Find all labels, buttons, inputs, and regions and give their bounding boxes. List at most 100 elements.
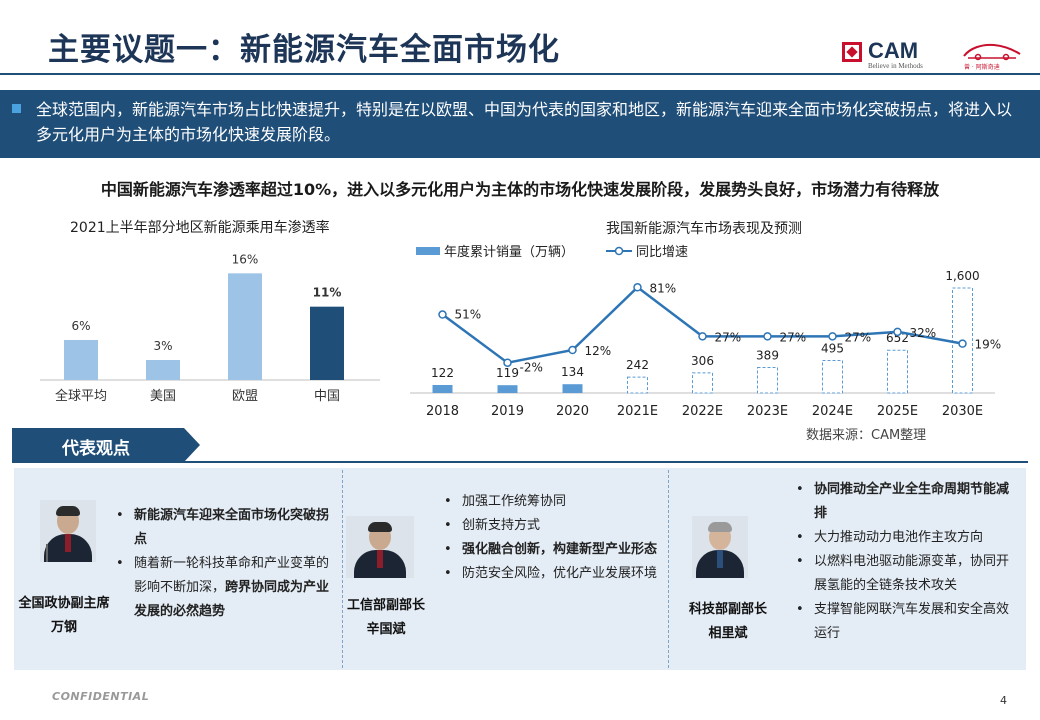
opinion-point: 随着新一轮科技革命和产业变革的影响不断加深，跨界协同成为产业发展的必然趋势 (112, 552, 334, 624)
opinion-point: 加强工作统筹协同 (440, 490, 664, 514)
bar-value-label: 11% (313, 286, 342, 300)
opinion-point-text: 支撑智能网联汽车发展和安全高效运行 (814, 602, 1010, 641)
x-tick-label: 2022E (682, 404, 723, 419)
opinion-point-text: 创新支持方式 (462, 518, 541, 533)
legend-bar-label: 年度累计销量（万辆） (444, 244, 574, 260)
opinion-point: 以燃料电池驱动能源变革，协同开展氢能的全链条技术攻关 (792, 550, 1018, 598)
opinion-point-text: 以燃料电池驱动能源变革，协同开展氢能的全链条技术攻关 (814, 554, 1010, 593)
person-title: 工信部副部长 (346, 598, 425, 613)
x-tick-label: 全球平均 (55, 388, 107, 404)
bar-value-label: 242 (626, 358, 649, 372)
growth-point (633, 283, 642, 292)
bar-2021E (627, 376, 648, 394)
x-tick-label: 2023E (747, 404, 788, 419)
growth-point (503, 358, 512, 367)
person-title: 全国政协副主席 (18, 596, 110, 611)
legend-bar-swatch-icon (416, 247, 440, 255)
bar-欧盟 (228, 273, 262, 380)
right-chart-title: 我国新能源汽车市场表现及预测 (606, 221, 802, 237)
opinion-point-text: 大力推动动力电池作主攻方向 (814, 530, 984, 545)
portrait-xiangli-bin (692, 516, 748, 578)
growth-point (763, 332, 772, 341)
growth-value-label: 27% (715, 330, 742, 344)
bar-2019 (497, 385, 518, 393)
opinion-point: 支撑智能网联汽车发展和安全高效运行 (792, 598, 1018, 646)
growth-value-label: 27% (780, 330, 807, 344)
x-tick-label: 2025E (877, 404, 918, 419)
bar-value-label: 306 (691, 354, 714, 368)
cam-logo: CAM Believe in Methods (842, 38, 938, 70)
bar-value-label: 6% (71, 319, 90, 333)
person-name: 万钢 (50, 620, 77, 635)
opinion-point-text: 协同推动全产业全生命周期节能减排 (814, 482, 1010, 521)
growth-value-label: 12% (585, 344, 612, 358)
penetration-bar-chart: 6% 全球平均 3% 美国 16% 欧盟 11% 中国 (40, 252, 380, 404)
opinion-point: 防范安全风险，优化产业发展环境 (440, 562, 664, 586)
person-name: 相里斌 (708, 626, 748, 641)
growth-point (438, 310, 447, 319)
person-name: 辛国斌 (366, 622, 406, 637)
growth-line (441, 285, 963, 365)
cam-logo-tagline: Believe in Methods (868, 62, 923, 70)
opinion-point: 强化融合创新，构建新型产业形态 (440, 538, 664, 562)
x-tick-label: 中国 (314, 389, 340, 404)
opinion-points-list: 新能源汽车迎来全面市场化突破拐点随着新一轮科技革命和产业变革的影响不断加深，跨界… (112, 504, 334, 624)
growth-value-label: 32% (910, 326, 937, 340)
bar-2025E (887, 349, 908, 394)
opinion-point: 大力推动动力电池作主攻方向 (792, 526, 1018, 550)
opinion-divider (12, 461, 1028, 463)
cam-logo-text: CAM (868, 38, 919, 63)
bar-全球平均 (64, 340, 98, 380)
bar-2018 (432, 384, 453, 393)
cam-logo-mark-icon (842, 42, 862, 62)
x-tick-label: 2020 (556, 404, 589, 419)
portrait-xin-guobin (346, 516, 414, 578)
x-tick-label: 2021E (617, 404, 658, 419)
x-tick-label: 2019 (491, 404, 524, 419)
bar-2020 (562, 384, 583, 393)
page-number: 4 (1000, 694, 1007, 707)
section-subtitle: 中国新能源汽车渗透率超过10%，进入以多元化用户为主体的市场化快速发展阶段，发展… (100, 180, 940, 199)
title-divider (0, 73, 1040, 75)
opinion-points-list: 协同推动全产业全生命周期节能减排大力推动动力电池作主攻方向以燃料电池驱动能源变革… (792, 478, 1018, 646)
data-source-note: 数据来源：CAM整理 (806, 428, 927, 443)
legend-line-label: 同比增速 (636, 245, 688, 260)
growth-point (568, 345, 577, 355)
growth-value-label: 51% (455, 308, 482, 322)
opinion-point-text: 新能源汽车迎来全面市场化突破拐点 (134, 508, 330, 547)
opinion-tab (12, 428, 200, 462)
bar-value-label: 134 (561, 365, 584, 379)
growth-point (958, 339, 967, 348)
bar-value-label: 3% (153, 339, 172, 353)
page-title: 主要议题一：新能源汽车全面市场化 (48, 32, 560, 68)
confidential-label: CONFIDENTIAL (52, 690, 150, 703)
growth-value-label: 27% (845, 330, 872, 344)
opinion-point: 创新支持方式 (440, 514, 664, 538)
person-title: 科技部副部长 (688, 602, 767, 617)
growth-value-label: -2% (520, 361, 543, 375)
bar-value-label: 122 (431, 366, 454, 380)
car-logo: 曾 · 阿斯奇迪 (960, 40, 1024, 71)
x-tick-label: 欧盟 (232, 389, 258, 404)
opinion-points-list: 加强工作统筹协同创新支持方式强化融合创新，构建新型产业形态防范安全风险，优化产业… (440, 490, 664, 586)
growth-value-label: 19% (975, 338, 1002, 352)
legend-line-marker-icon (614, 246, 624, 256)
opinion-point-text: 跨界协同成为产业发展的必然趋势 (134, 580, 330, 619)
left-chart-title: 2021上半年部分地区新能源乘用车渗透率 (70, 220, 330, 236)
car-logo-tagline: 曾 · 阿斯奇迪 (964, 64, 1000, 71)
bar-value-label: 652 (886, 331, 909, 345)
opinion-point: 新能源汽车迎来全面市场化突破拐点 (112, 504, 334, 552)
growth-point (893, 327, 902, 337)
portrait-wan-gang (40, 500, 96, 562)
x-tick-label: 2024E (812, 404, 853, 419)
bar-中国 (310, 306, 344, 380)
growth-point (828, 332, 837, 341)
bar-value-label: 495 (821, 342, 844, 356)
opinion-point-text: 强化融合创新，构建新型产业形态 (462, 542, 658, 557)
x-tick-label: 2018 (426, 404, 459, 419)
x-tick-label: 美国 (150, 389, 176, 404)
bar-value-label: 389 (756, 348, 779, 362)
bar-2022E (692, 372, 713, 394)
bar-value-label: 119 (496, 366, 519, 380)
sales-combo-chart: 年度累计销量（万辆） 同比增速 122 2018 119 2019 134 2020 242 20… (410, 244, 1002, 419)
